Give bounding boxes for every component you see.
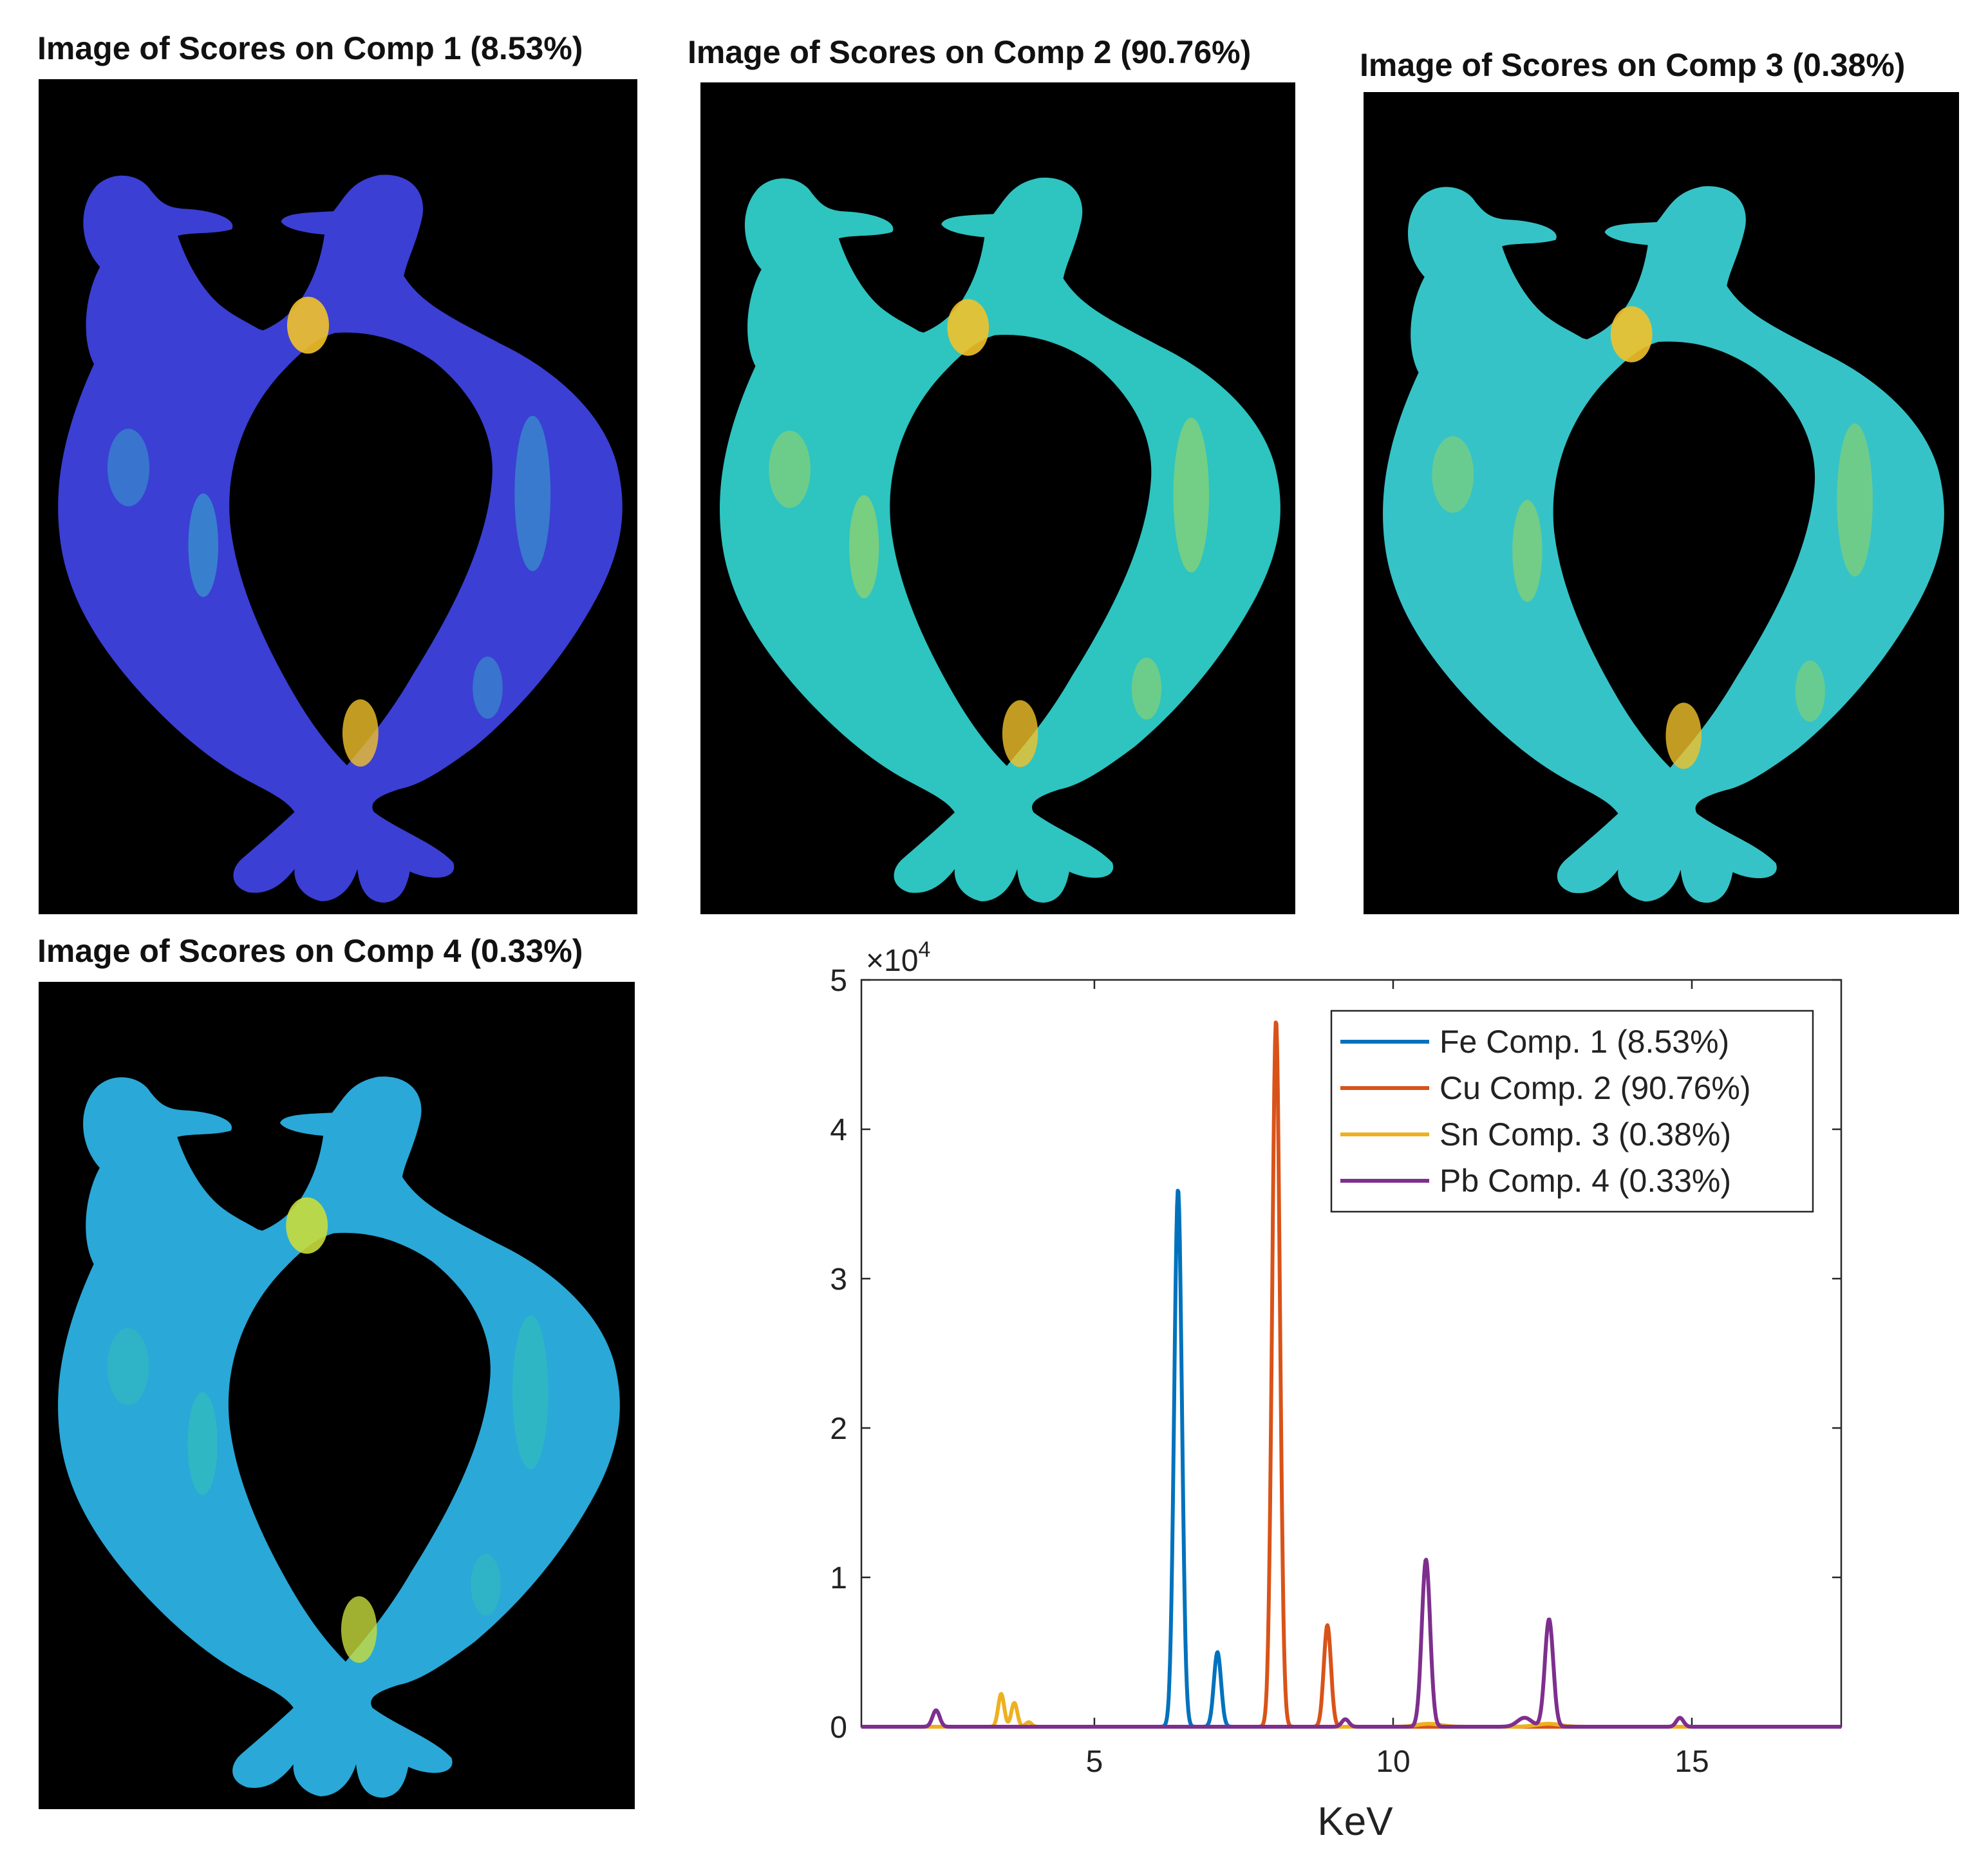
x-tick-label: 10 (1376, 1745, 1410, 1779)
score-hotspot (341, 1596, 377, 1663)
score-hotspot (1131, 657, 1162, 720)
score-hotspot (769, 430, 811, 509)
score-hotspot (1665, 702, 1702, 769)
y-tick-label: 2 (830, 1412, 847, 1446)
legend-box (1330, 1010, 1814, 1213)
y-tick-label: 1 (830, 1561, 847, 1595)
y-tick-label: 0 (830, 1711, 847, 1745)
x-tick-label: 15 (1674, 1745, 1709, 1779)
score-hotspot (947, 299, 989, 356)
y-tick-label: 3 (830, 1263, 847, 1297)
score-hotspot (107, 428, 150, 507)
y-exponent-label: ×104 (866, 937, 930, 978)
bird-silhouette (1383, 186, 1944, 903)
y-tick-label: 4 (830, 1113, 847, 1147)
score-image-comp3 (1364, 92, 1959, 914)
bird-silhouette (58, 174, 623, 903)
score-hotspot (1512, 500, 1543, 602)
score-hotspot (286, 1197, 328, 1254)
score-hotspot (1432, 436, 1474, 513)
score-hotspot (342, 699, 379, 767)
score-hotspot (1795, 661, 1825, 722)
panel-title-comp3: Image of Scores on Comp 3 (0.38%) (1360, 47, 1906, 83)
score-hotspot (1002, 700, 1038, 767)
score-hotspot (187, 1392, 218, 1495)
score-hotspot (1610, 306, 1653, 362)
panel-title-comp2: Image of Scores on Comp 2 (90.76%) (688, 34, 1252, 70)
score-hotspot (107, 1328, 149, 1405)
series-line-3 (860, 1557, 1843, 1729)
y-tick-label: 5 (830, 964, 847, 998)
score-hotspot (188, 493, 218, 597)
score-hotspot (514, 415, 551, 572)
score-hotspot (471, 1554, 501, 1616)
x-axis-label: KeV (1317, 1799, 1393, 1844)
score-hotspot (1837, 423, 1873, 577)
score-image-comp1 (39, 79, 637, 914)
score-hotspot (849, 494, 879, 599)
panel-title-comp1: Image of Scores on Comp 1 (8.53%) (37, 30, 583, 66)
score-image-comp2 (700, 82, 1295, 914)
score-hotspot (1173, 417, 1210, 573)
legend-entry: Pb Comp. 4 (0.33%) (1439, 1163, 1731, 1199)
legend-entry: Sn Comp. 3 (0.38%) (1439, 1116, 1731, 1152)
score-image-comp4 (39, 982, 635, 1809)
x-tick-label: 5 (1086, 1745, 1103, 1779)
bird-silhouette (720, 177, 1280, 903)
bird-silhouette (58, 1076, 620, 1798)
score-hotspot (286, 296, 330, 354)
score-hotspot (512, 1315, 549, 1470)
legend-entry: Fe Comp. 1 (8.53%) (1439, 1024, 1729, 1060)
legend-entry: Cu Comp. 2 (90.76%) (1439, 1070, 1751, 1106)
score-hotspot (473, 656, 503, 719)
panel-title-comp4: Image of Scores on Comp 4 (0.33%) (37, 933, 583, 969)
